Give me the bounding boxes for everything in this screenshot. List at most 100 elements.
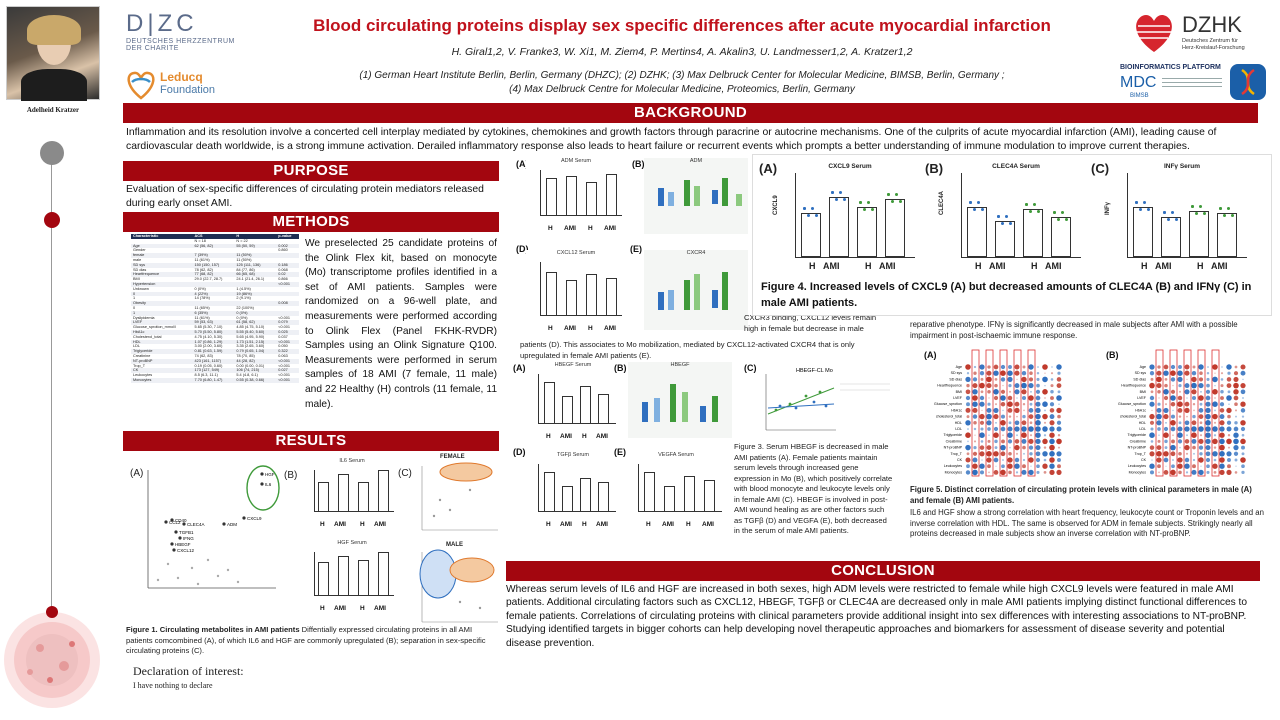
fig5-row-label: BMI <box>1140 390 1146 394</box>
fig5-correlation-cell <box>1014 457 1020 463</box>
bimsb-text: BIMSB <box>1130 93 1149 99</box>
fig5-correlation-cell <box>1043 434 1047 437</box>
fig5-row-label: Glucose_sprotion <box>934 402 962 406</box>
fig5-highlight-column <box>999 349 1008 477</box>
table-cell: Triglyceride <box>133 349 153 354</box>
fig5-correlation-cell <box>986 445 992 450</box>
volcano-point <box>222 522 226 526</box>
volcano-label: HBEGF <box>175 542 191 547</box>
table-cell: <0.001 <box>278 339 290 344</box>
fig5-correlation-cell <box>972 451 978 456</box>
fig5-correlation-cell <box>1007 432 1013 438</box>
fig5-correlation-cell <box>972 457 978 463</box>
fig5-correlation-cell <box>1044 372 1046 374</box>
fig5-correlation-cell <box>1241 415 1245 418</box>
fig5-correlation-cell <box>1191 382 1197 389</box>
fig4-data-point <box>839 191 842 194</box>
fig3-d-group-ami2: AMI <box>596 521 608 528</box>
fig5-correlation-cell <box>1170 401 1176 407</box>
fig5-correlation-cell <box>1226 420 1232 425</box>
fig5-correlation-cell <box>973 440 977 443</box>
fig5-correlation-cell <box>986 451 992 457</box>
fig5-correlation-cell <box>1242 378 1244 381</box>
table-cell: Monocytes <box>133 377 152 382</box>
table-cell: SD dias <box>133 267 147 272</box>
fig5-correlation-cell <box>1149 382 1155 389</box>
fig5-correlation-cell <box>986 407 992 413</box>
fig4-x-axis <box>795 257 915 258</box>
table-row: Trop_T 0.19 (0.05, 0.60) 0.00 (0.00, 0.01)… <box>131 364 299 369</box>
fig2-a-group-ami: AMI <box>564 225 576 232</box>
volcano-label: CXCL9 <box>247 516 262 521</box>
fig5-correlation-cell <box>1234 421 1238 425</box>
fig5-correlation-cell <box>1191 426 1197 432</box>
fig5-correlation-cell <box>1029 421 1033 425</box>
fig5-correlation-cell <box>979 382 985 389</box>
fig5-correlation-cell <box>1177 457 1183 463</box>
table-cell: 173 (127, 549) <box>194 368 220 373</box>
table-cell: Heartfrequence <box>133 272 160 277</box>
fig5-correlation-cell <box>1163 451 1169 457</box>
fig5-row-label: Age <box>1140 365 1146 369</box>
table-row: Heartfrequence 77 (68, 82) 66 (65, 68) 0.02 <box>131 272 299 278</box>
fig5-correlation-cell <box>1233 426 1239 432</box>
fig5-correlation-cell <box>1172 459 1174 461</box>
fig5-correlation-cell <box>1157 365 1161 369</box>
fig5-correlation-cell <box>1016 415 1018 418</box>
fig5-correlation-male: Age SD sys SD dias Heartfrequence BMI LVEF Glu… <box>934 349 1062 477</box>
fig5-correlation-cell <box>1165 465 1167 467</box>
fig5-correlation-cell <box>1220 378 1224 381</box>
fig5-correlation-cell <box>1007 439 1013 444</box>
fig5-correlation-cell <box>1028 408 1034 413</box>
fig5-correlation-cell <box>1178 470 1182 475</box>
fig5-correlation-cell <box>1170 377 1176 382</box>
fig5-highlight-column <box>1211 349 1220 477</box>
fig2-adm-mo-title: ADM <box>689 158 703 164</box>
fig5-correlation-cell <box>1043 421 1047 424</box>
fig5-highlight-column <box>1013 349 1022 477</box>
fig5-correlation-cell <box>1240 420 1246 426</box>
fig5-correlation-cell <box>1007 370 1013 376</box>
fig5-correlation-cell <box>1226 438 1232 445</box>
fig5-correlation-cell <box>1029 402 1033 406</box>
fig5-correlation-cell <box>1219 469 1225 476</box>
fig5-correlation-cell <box>1157 464 1161 469</box>
fig5-correlation-cell <box>1205 445 1211 451</box>
table-row: Gender 0.860 <box>131 248 299 253</box>
table-cell: 3.00 (2.00, 3.60) <box>194 344 223 349</box>
fig5-correlation-cell <box>1172 384 1174 387</box>
fig5-correlation-cell <box>979 470 985 475</box>
fig5-correlation-cell <box>1021 420 1027 426</box>
fig5-correlation-cell <box>1008 390 1012 393</box>
fig3-hbegf-serum-plot: HBEGF Serum H AMI H AMI <box>526 362 620 442</box>
table-cell: Creatinine <box>133 353 151 358</box>
fig5-correlation-cell <box>993 451 999 457</box>
fig5-correlation-cell <box>1164 403 1168 406</box>
table-cell: N = 18 <box>194 238 206 243</box>
fig5-correlation-cell <box>1035 438 1041 445</box>
volcano-point <box>170 518 174 522</box>
fig5-correlation-cell <box>972 389 978 395</box>
fig4-group-label: H <box>1141 261 1148 271</box>
fig5-correlation-cell <box>987 390 991 394</box>
fig5-correlation-cell <box>1163 457 1169 463</box>
fig5-correlation-cell <box>1192 402 1196 406</box>
table-cell: 1 <box>133 296 136 301</box>
fig4-bar <box>1161 217 1181 257</box>
fig3-label-b: (B) <box>614 363 627 373</box>
fig5-correlation-cell <box>1014 420 1020 426</box>
table-cell: 4.85 (4.75, 5.10) <box>236 325 265 330</box>
table-cell: 0 (0%) <box>236 310 248 315</box>
volcano-point <box>170 542 174 546</box>
fig4-data-point <box>1001 222 1004 225</box>
volcano-point <box>172 548 176 552</box>
fig5-correlation-cell <box>979 364 985 370</box>
fig4-data-point <box>867 201 870 204</box>
fig5-correlation-cell <box>1186 415 1188 418</box>
fig5-correlation-cell <box>1191 376 1197 383</box>
fig5-correlation-cell <box>1151 459 1153 461</box>
volcano-point <box>178 536 182 540</box>
fig2-label-d: (D) <box>516 244 529 254</box>
fig5-correlation-cell <box>1150 427 1154 431</box>
fig5-correlation-cell <box>1212 451 1218 457</box>
